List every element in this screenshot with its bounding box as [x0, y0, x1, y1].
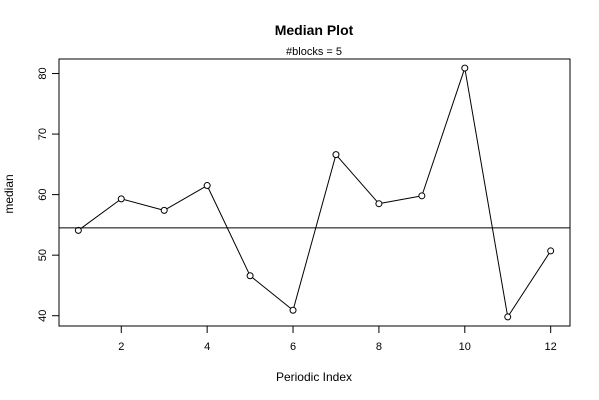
x-tick-label: 8	[376, 341, 382, 353]
series-line-segment	[124, 199, 162, 211]
data-point	[461, 64, 469, 72]
y-tick-label: 40	[37, 310, 49, 322]
x-tick-label: 6	[290, 341, 296, 353]
y-tick-label: 60	[37, 188, 49, 200]
series-line-segment	[464, 70, 508, 315]
data-point	[74, 226, 82, 234]
series-line-segment	[166, 186, 205, 210]
x-tick-label: 12	[545, 341, 557, 353]
series-line-segment	[381, 195, 419, 204]
x-tick-label: 4	[204, 341, 210, 353]
chart-subtitle: #blocks = 5	[286, 46, 342, 58]
data-point	[117, 195, 125, 203]
plot-layer: 2 4 6 8 10 12 40 50 60 70 80	[37, 64, 570, 353]
data-point	[160, 206, 168, 214]
series-line-segment	[80, 200, 120, 229]
y-tick-label: 80	[37, 67, 49, 79]
y-tick-label: 50	[37, 249, 49, 261]
chart-title: Median Plot	[275, 22, 354, 38]
series-line-segment	[252, 277, 292, 309]
series-line-segment	[422, 70, 465, 194]
series-line-segment	[207, 188, 250, 274]
data-point	[547, 247, 555, 255]
data-point	[246, 272, 254, 280]
data-point	[289, 306, 297, 314]
series-line-segment	[293, 157, 336, 308]
y-tick-label: 70	[37, 128, 49, 140]
series-line-segment	[337, 156, 378, 202]
plot-frame	[58, 58, 571, 327]
x-tick-label: 2	[118, 341, 124, 353]
data-point	[332, 151, 340, 159]
x-axis-label: Periodic Index	[276, 370, 352, 384]
data-point	[203, 182, 211, 190]
data-point	[375, 200, 383, 208]
data-point	[504, 313, 512, 321]
y-axis-label: median	[2, 174, 16, 213]
series-line-segment	[508, 253, 550, 315]
data-point	[418, 192, 426, 200]
x-tick-label: 10	[459, 341, 471, 353]
